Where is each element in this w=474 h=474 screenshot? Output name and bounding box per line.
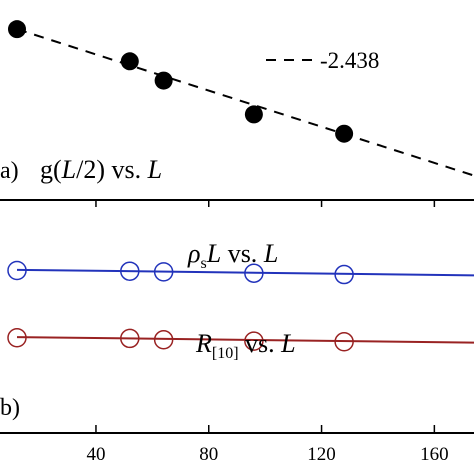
data-point-g <box>335 124 354 143</box>
panel-a <box>8 20 474 177</box>
series-rho-label: ρsL vs. L <box>187 239 278 272</box>
data-point-g <box>120 52 139 71</box>
data-point-r10 <box>244 331 264 351</box>
data-point-rho <box>244 263 264 283</box>
x-tick-label: 160 <box>420 444 449 465</box>
legend-fit-label: -2.438 <box>320 48 379 73</box>
x-tick-label: 120 <box>307 444 336 465</box>
x-tick-label: 80 <box>199 444 218 465</box>
fit-line-rho <box>16 268 474 277</box>
fit-line-r10 <box>16 336 474 344</box>
data-point-r10 <box>7 328 27 348</box>
fit-line-dashed <box>16 28 474 177</box>
data-point-rho <box>334 264 354 285</box>
data-point-g <box>154 71 173 90</box>
panel-a-label: (a) <box>0 158 19 184</box>
x-tick-label: 40 <box>86 444 105 465</box>
x-axis-ticks: 40 80 120 160 <box>86 200 449 465</box>
data-point-rho <box>153 262 174 282</box>
data-point-g <box>244 105 263 124</box>
data-point-g <box>8 20 26 39</box>
data-point-r10 <box>334 332 354 352</box>
panel-b-label: (b) <box>0 395 20 421</box>
data-point-rho <box>120 261 140 281</box>
panel-a-annotation: g(L/2) vs. L <box>40 155 162 184</box>
data-point-r10 <box>120 328 140 349</box>
data-point-rho <box>7 260 27 281</box>
data-point-r10 <box>153 330 174 350</box>
series-r10-label: R[10] vs. L <box>195 329 296 362</box>
panel-b <box>7 260 474 352</box>
